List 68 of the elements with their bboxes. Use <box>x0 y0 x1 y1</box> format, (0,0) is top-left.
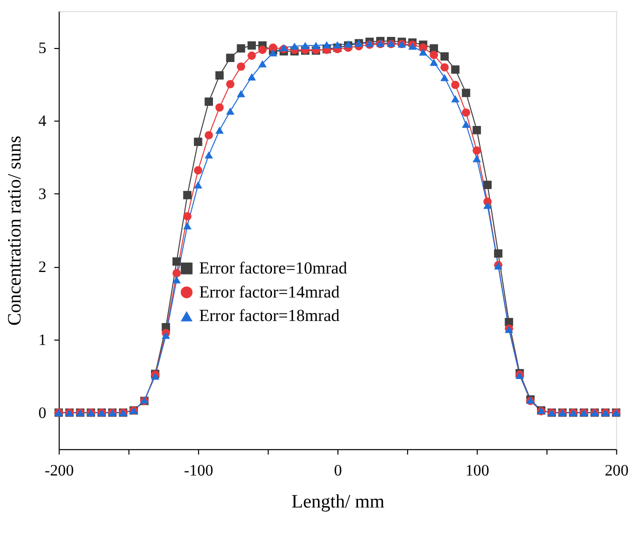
y-tick-label: 1 <box>38 332 46 350</box>
point <box>172 257 181 266</box>
point <box>472 126 481 134</box>
point <box>333 41 342 48</box>
point <box>226 54 234 62</box>
point <box>483 180 492 190</box>
point <box>172 276 181 284</box>
x-tick-label: -100 <box>184 462 214 480</box>
point <box>204 151 213 159</box>
point <box>248 73 256 80</box>
point <box>462 108 470 117</box>
point <box>183 222 192 230</box>
y-tick-label: 2 <box>38 259 46 276</box>
point <box>462 120 470 128</box>
point <box>226 108 234 115</box>
point <box>268 43 278 52</box>
point <box>483 202 492 209</box>
point <box>194 138 202 146</box>
point <box>440 63 449 72</box>
y-tick-label: 3 <box>38 186 46 204</box>
point <box>258 60 267 68</box>
point <box>194 166 202 174</box>
point <box>162 332 170 339</box>
point <box>322 41 331 48</box>
point <box>236 90 246 98</box>
point <box>215 126 224 134</box>
legend-label: Error factor=14mrad <box>199 282 340 302</box>
y-tick-label: 4 <box>38 113 46 130</box>
y-tick-label: 5 <box>38 40 46 58</box>
point <box>204 131 213 140</box>
point <box>248 52 256 60</box>
point <box>301 42 310 50</box>
point <box>462 88 470 98</box>
point <box>451 80 460 90</box>
point <box>194 181 202 188</box>
point <box>183 212 192 220</box>
point <box>258 46 267 54</box>
point <box>226 80 234 88</box>
legend-label: Error factor=18mrad <box>199 306 340 326</box>
point <box>430 50 438 60</box>
point <box>312 42 320 50</box>
y-tick-label: 0 <box>38 405 46 422</box>
point <box>451 95 460 102</box>
point <box>440 74 449 82</box>
point <box>494 249 502 258</box>
point <box>290 42 299 50</box>
point <box>183 190 192 200</box>
y-axis-title: Concentration ratio/ suns <box>4 136 26 326</box>
point <box>204 98 213 106</box>
point <box>248 41 256 50</box>
point <box>268 49 278 56</box>
point <box>472 154 481 162</box>
x-axis-title: Length/ mm <box>291 491 385 512</box>
x-tick-label: 100 <box>465 462 490 480</box>
point <box>472 146 481 155</box>
legend-label: Error factore=10mrad <box>199 258 348 278</box>
point <box>236 62 246 71</box>
x-tick-label: 0 <box>334 462 342 480</box>
point <box>440 52 449 61</box>
point <box>215 103 224 112</box>
x-tick-label: -200 <box>44 462 74 480</box>
point <box>236 44 246 53</box>
point <box>172 269 181 278</box>
point <box>430 58 438 66</box>
x-tick-label: 200 <box>604 462 629 480</box>
point <box>418 48 428 56</box>
point <box>451 65 460 74</box>
point <box>215 71 224 80</box>
